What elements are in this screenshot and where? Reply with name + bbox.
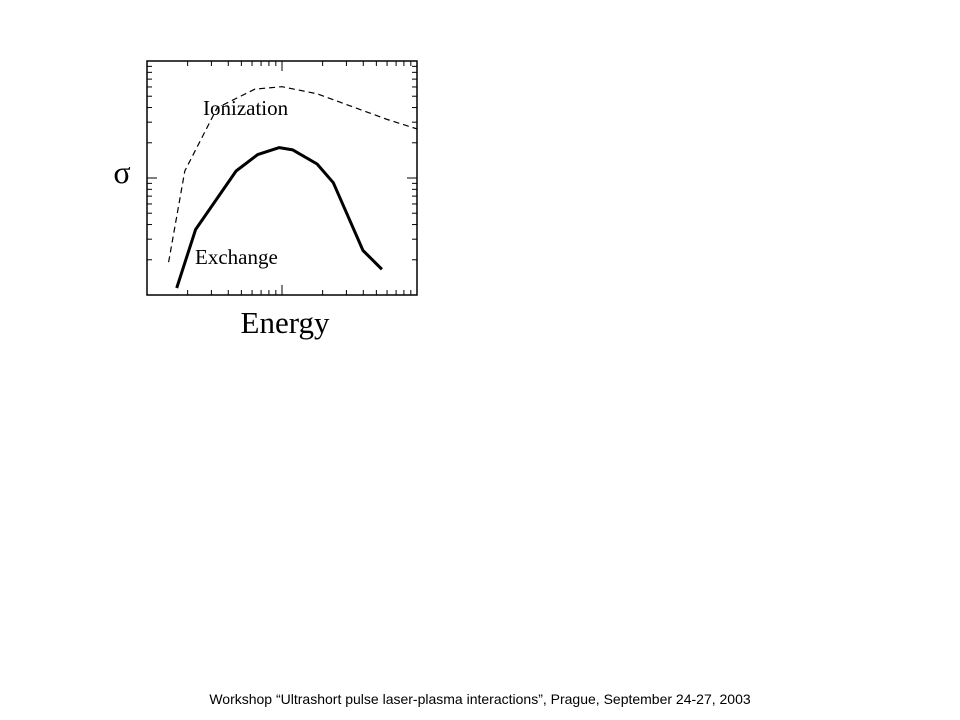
legend-exchange: Exchange <box>195 245 278 269</box>
series-exchange-line <box>175 146 383 289</box>
x-axis-label: Energy <box>241 305 330 340</box>
axis-ticks <box>147 61 417 295</box>
y-axis-label: σ <box>113 154 130 190</box>
footer-text: Workshop “Ultrashort pulse laser-plasma … <box>209 691 751 707</box>
series-layer <box>168 86 418 289</box>
series-ionization-line <box>168 86 418 263</box>
legend-ionization: Ionization <box>203 96 289 120</box>
